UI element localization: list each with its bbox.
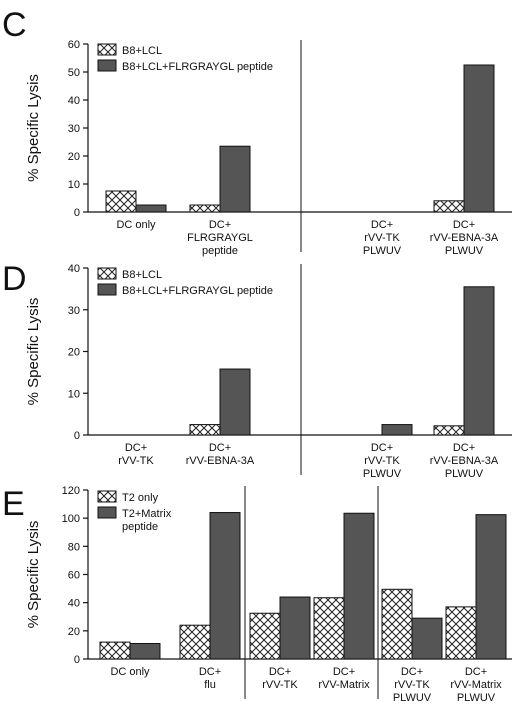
bar: [279, 596, 311, 660]
bar: [135, 204, 167, 213]
y-tick-label: 50: [68, 67, 80, 79]
category-label: rVV-Matrix: [318, 679, 370, 691]
category-label: DC+: [453, 219, 475, 231]
panel-letter: C: [2, 6, 27, 44]
category-label: rVV-TK: [118, 455, 154, 467]
bar: [99, 641, 131, 660]
category-label: DC+: [371, 442, 393, 454]
y-tick-label: 0: [74, 207, 80, 219]
legend-label: B8+LCL+FLRGRAYGL peptide: [122, 61, 273, 73]
y-tick-label: 40: [68, 263, 80, 275]
category-label: DC only: [110, 666, 150, 678]
bar: [445, 606, 477, 660]
legend-swatch: [97, 283, 117, 296]
panel-E: E 0 20 40 60 80 100 120 % Specific Lysis DC only D…: [2, 485, 512, 704]
legend-label: B8+LCL: [122, 269, 162, 281]
y-tick-label: 30: [68, 123, 80, 135]
legend-swatch: [97, 506, 117, 519]
legend-label: B8+LCL+FLRGRAYGL peptide: [122, 285, 273, 297]
panel-letter: E: [2, 485, 25, 523]
legend-swatch: [97, 43, 117, 56]
y-axis-label: % Specific Lysis: [25, 298, 42, 406]
legend-label: T2 only: [122, 492, 159, 504]
category-label: PLWUV: [445, 468, 484, 480]
category-label: DC+: [333, 666, 355, 678]
bar: [313, 597, 345, 660]
legend-label: peptide: [122, 521, 158, 533]
y-tick-label: 20: [68, 151, 80, 163]
bar: [463, 64, 495, 213]
category-label: DC+: [209, 219, 231, 231]
bar: [219, 145, 251, 213]
category-label: DC+: [401, 666, 423, 678]
y-tick-label: 20: [68, 347, 80, 359]
category-label: DC+: [453, 442, 475, 454]
y-tick-label: 10: [68, 388, 80, 400]
legend-swatch: [97, 490, 117, 503]
category-label: DC only: [116, 219, 156, 231]
y-tick-label: 60: [68, 570, 80, 582]
category-label: PLWUV: [445, 245, 484, 257]
y-tick-label: 0: [74, 430, 80, 442]
category-label: PLWUV: [393, 692, 432, 704]
bar: [189, 204, 221, 213]
category-label: DC+: [371, 219, 393, 231]
bar: [381, 588, 413, 660]
bar: [249, 612, 281, 660]
bar: [411, 617, 443, 660]
legend-label: T2+Matrix: [122, 508, 172, 520]
category-label: rVV-TK: [364, 455, 400, 467]
legend-swatch: [97, 267, 117, 280]
y-tick-label: 20: [68, 626, 80, 638]
y-tick-label: 120: [62, 485, 80, 497]
y-axis-label: % Specific Lysis: [25, 521, 42, 629]
category-label: DC+: [209, 442, 231, 454]
y-axis-label: % Specific Lysis: [25, 74, 42, 182]
bar: [381, 424, 413, 436]
category-label: peptide: [202, 245, 238, 257]
category-label: DC+: [199, 666, 221, 678]
bar: [189, 424, 221, 436]
y-tick-label: 30: [68, 305, 80, 317]
category-label: FLRGRAYGL: [187, 232, 253, 244]
category-label: flu: [204, 679, 216, 691]
bar: [105, 190, 137, 213]
y-tick-label: 10: [68, 179, 80, 191]
bar: [433, 425, 465, 436]
y-tick-label: 80: [68, 541, 80, 553]
category-label: DC+: [269, 666, 291, 678]
y-tick-label: 0: [74, 654, 80, 666]
y-tick-label: 100: [62, 513, 80, 525]
category-label: rVV-EBNA-3A: [430, 455, 499, 467]
category-label: PLWUV: [363, 468, 402, 480]
category-label: rVV-EBNA-3A: [186, 455, 255, 467]
bar: [129, 643, 161, 660]
legend-swatch: [97, 59, 117, 72]
category-label: rVV-EBNA-3A: [430, 232, 499, 244]
legend-label: B8+LCL: [122, 45, 162, 57]
category-label: DC+: [465, 666, 487, 678]
category-label: DC+: [125, 442, 147, 454]
category-label: rVV-TK: [394, 679, 430, 691]
panel-letter: D: [2, 260, 27, 298]
category-label: PLWUV: [363, 245, 402, 257]
bar: [343, 512, 375, 660]
category-label: rVV-TK: [262, 679, 298, 691]
category-label: rVV-TK: [364, 232, 400, 244]
panel-C: C 0 10 20 30 40 50 60 % Specific Lysis DC only DC+…: [2, 6, 512, 257]
bar: [463, 286, 495, 436]
category-label: rVV-Matrix: [450, 679, 502, 691]
category-label: PLWUV: [457, 692, 496, 704]
y-tick-label: 40: [68, 598, 80, 610]
bar: [219, 368, 251, 436]
bar: [475, 514, 507, 660]
bar: [433, 200, 465, 213]
y-tick-label: 40: [68, 95, 80, 107]
bar: [209, 512, 241, 660]
y-tick-label: 60: [68, 39, 80, 51]
bar: [179, 624, 211, 660]
